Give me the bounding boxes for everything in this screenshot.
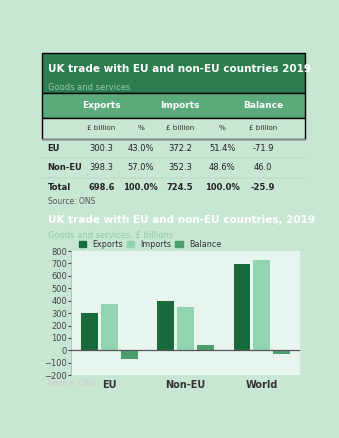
Text: £ billion: £ billion	[249, 125, 277, 131]
Text: Exports: Exports	[82, 101, 121, 110]
Bar	[121, 350, 138, 359]
FancyBboxPatch shape	[42, 117, 305, 139]
Text: 352.3: 352.3	[168, 162, 192, 172]
Text: 46.0: 46.0	[254, 162, 272, 172]
Text: 48.6%: 48.6%	[209, 162, 236, 172]
Text: Source: ONS: Source: ONS	[47, 197, 95, 206]
Bar	[177, 307, 194, 350]
Text: EU: EU	[47, 144, 60, 153]
Text: 398.3: 398.3	[89, 162, 114, 172]
Bar	[157, 301, 174, 350]
Text: 698.6: 698.6	[88, 183, 115, 192]
Legend: Exports, Imports, Balance: Exports, Imports, Balance	[75, 237, 225, 252]
Text: £ billion: £ billion	[166, 125, 195, 131]
FancyBboxPatch shape	[42, 93, 305, 117]
Text: 51.4%: 51.4%	[209, 144, 236, 153]
Bar	[197, 345, 214, 350]
FancyBboxPatch shape	[42, 53, 305, 93]
Text: 300.3: 300.3	[89, 144, 114, 153]
Text: Non-EU: Non-EU	[47, 162, 82, 172]
Text: UK trade with EU and non-EU countries 2019: UK trade with EU and non-EU countries 20…	[47, 64, 311, 74]
Text: 100.0%: 100.0%	[205, 183, 240, 192]
Bar	[253, 261, 270, 350]
Text: Goods and services, £ billions: Goods and services, £ billions	[47, 231, 173, 240]
Text: 724.5: 724.5	[167, 183, 194, 192]
Text: 372.2: 372.2	[168, 144, 192, 153]
Text: -25.9: -25.9	[251, 183, 275, 192]
Text: 57.0%: 57.0%	[128, 162, 154, 172]
Text: %: %	[219, 125, 226, 131]
Text: Imports: Imports	[161, 101, 200, 110]
Text: Total: Total	[47, 183, 71, 192]
Text: 100.0%: 100.0%	[123, 183, 158, 192]
Bar	[234, 264, 250, 350]
Text: Goods and services: Goods and services	[47, 83, 130, 92]
Text: %: %	[137, 125, 144, 131]
Text: UK trade with EU and non-EU countries, 2019: UK trade with EU and non-EU countries, 2…	[47, 215, 315, 225]
Text: -71.9: -71.9	[252, 144, 274, 153]
Bar	[81, 313, 98, 350]
Text: 43.0%: 43.0%	[128, 144, 154, 153]
Bar	[101, 304, 118, 350]
Text: Source: ONS: Source: ONS	[47, 379, 95, 388]
Text: £ billion: £ billion	[87, 125, 116, 131]
Bar	[273, 350, 290, 353]
Text: Balance: Balance	[243, 101, 283, 110]
